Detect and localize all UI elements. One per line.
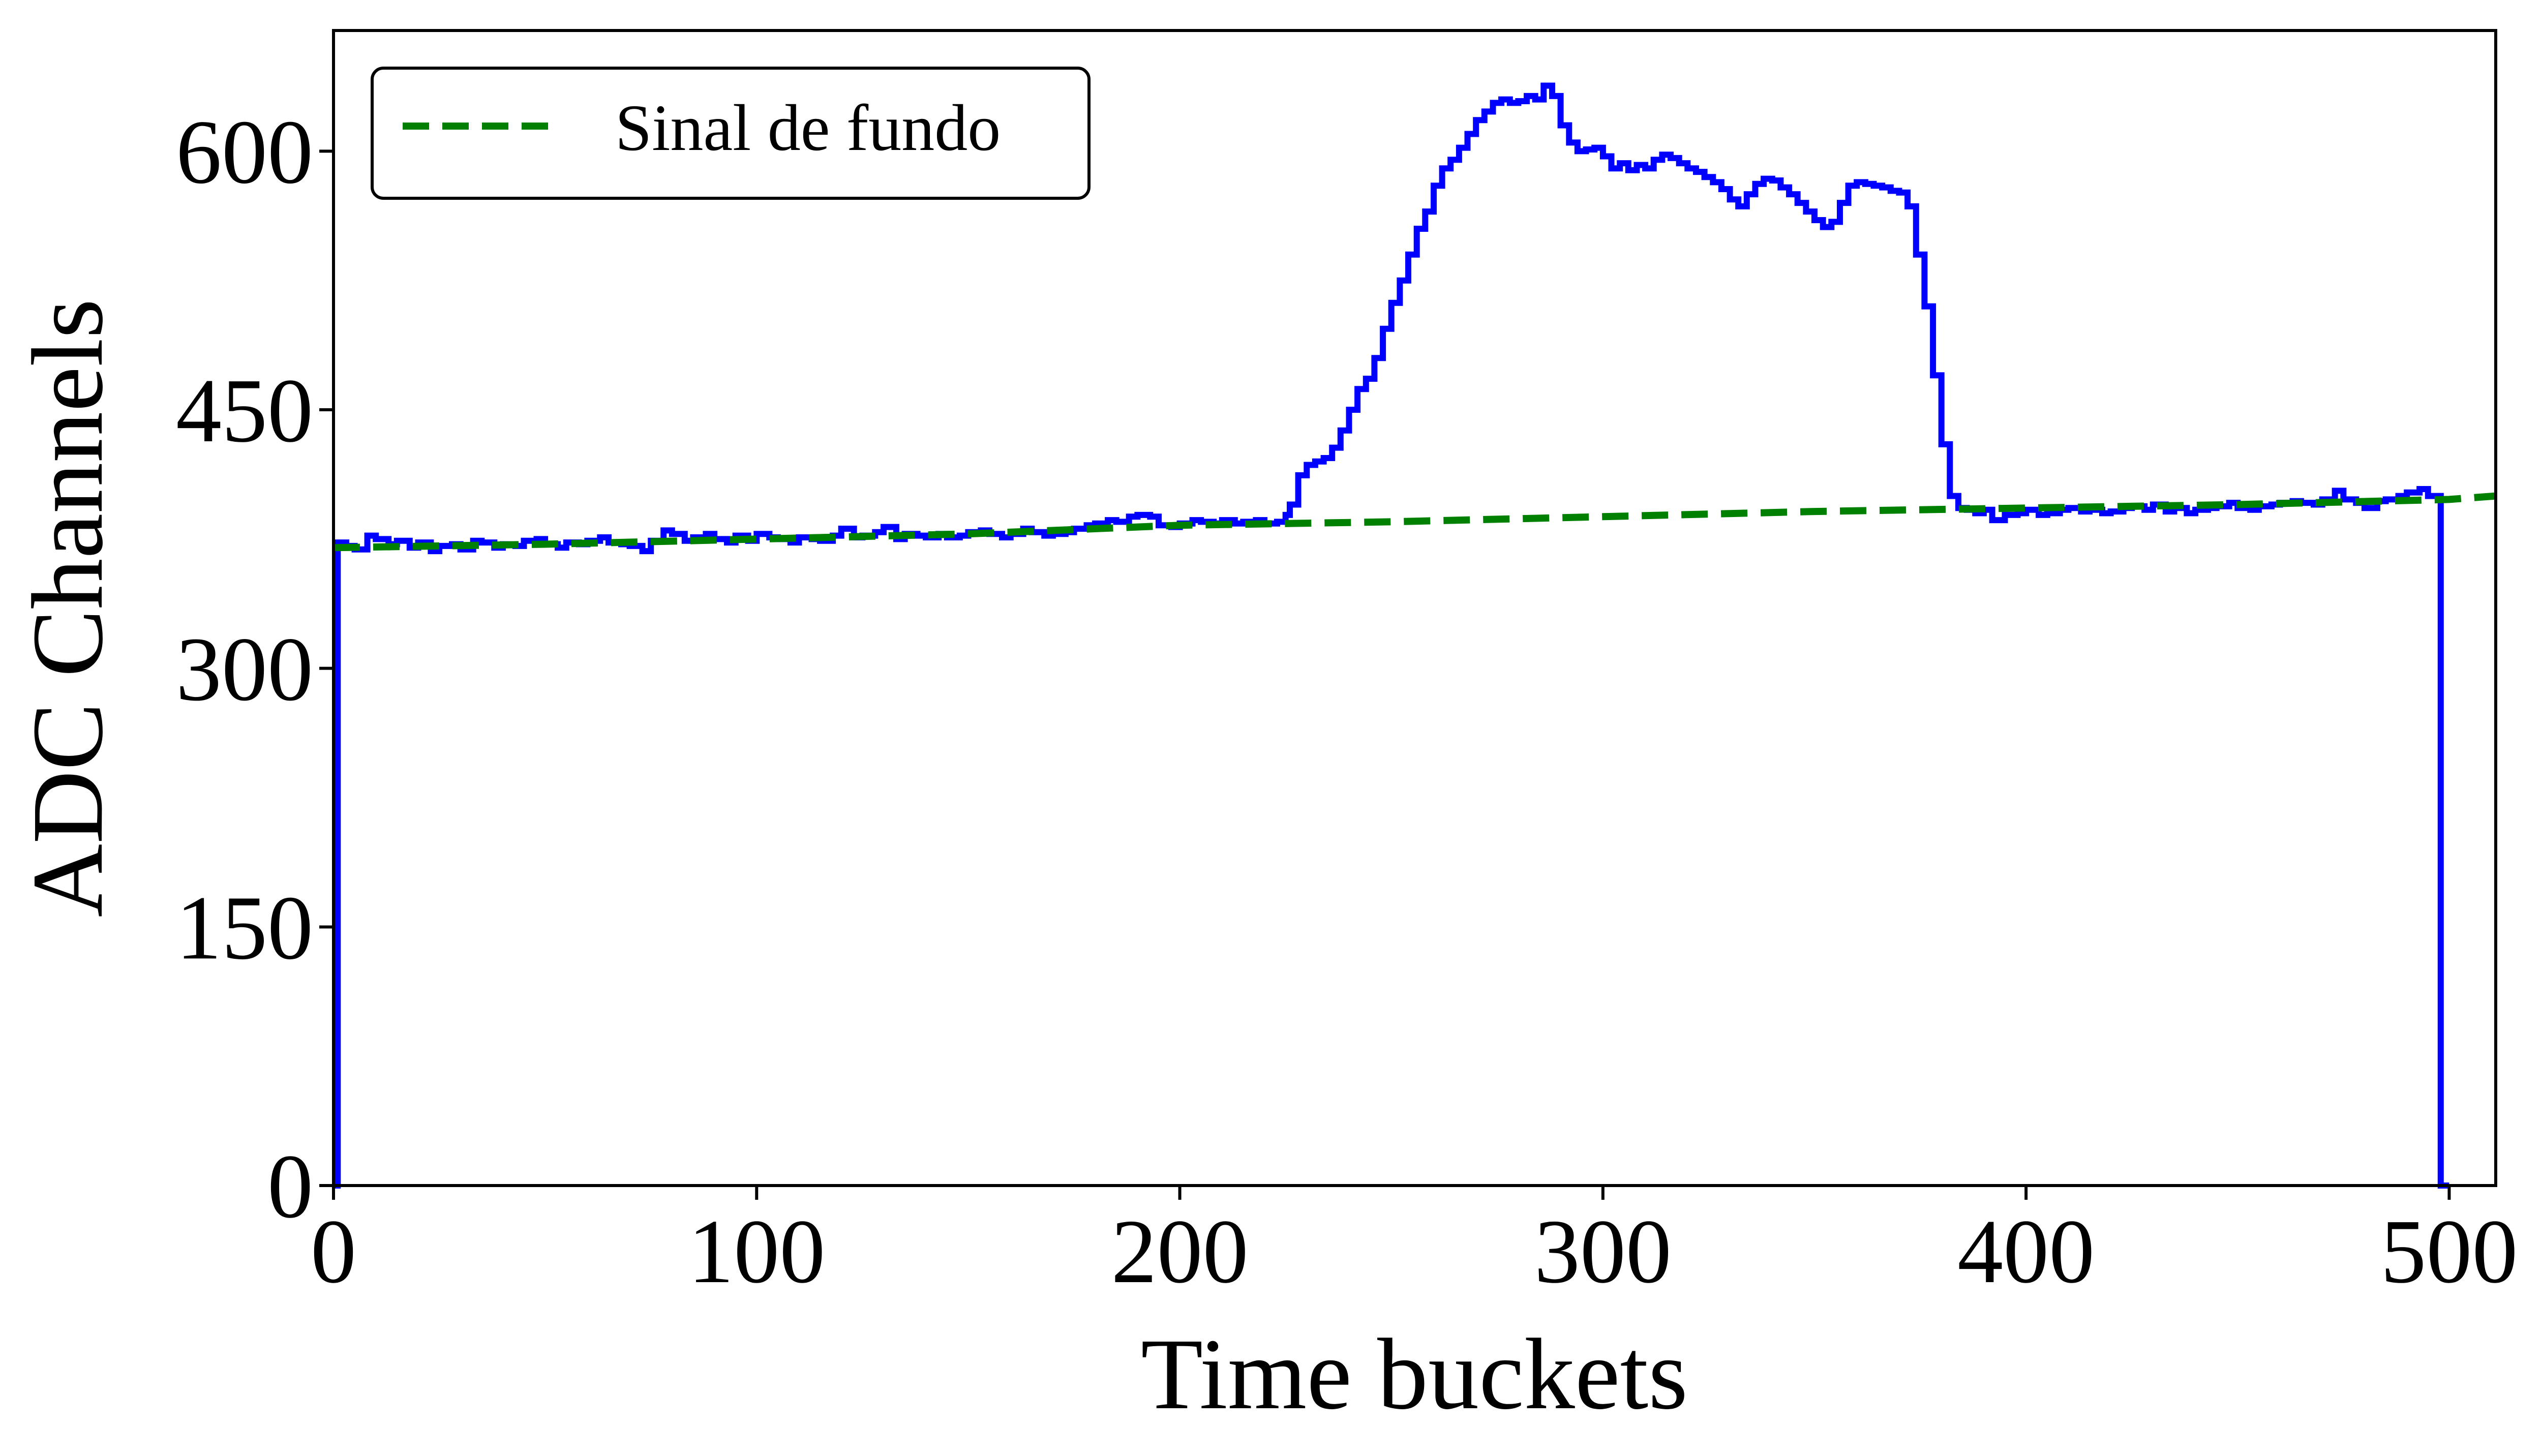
y-tick-label: 0 — [267, 1136, 313, 1237]
y-tick-label: 150 — [176, 877, 313, 978]
series-line-adc-signal — [334, 82, 2449, 1189]
x-axis-title: Time buckets — [1141, 1318, 1688, 1431]
x-tick-label: 100 — [688, 1201, 825, 1302]
axis-ticks: 0 100 200 300 400 500 0 150 300 450 600 — [176, 101, 2518, 1302]
y-tick-label: 450 — [176, 360, 313, 461]
x-tick-label: 400 — [1957, 1201, 2095, 1302]
x-tick-label: 200 — [1111, 1201, 1249, 1302]
x-tick-label: 300 — [1534, 1201, 1672, 1302]
plot-frame — [332, 29, 2497, 1187]
legend: Sinal de fundo — [371, 67, 1091, 200]
y-tick-label: 600 — [176, 101, 313, 202]
y-tick-label: 300 — [176, 619, 313, 720]
legend-box — [371, 67, 1091, 200]
series-line-sinal-de-fundo — [333, 492, 2496, 552]
legend-label-background: Sinal de fundo — [615, 92, 1001, 165]
plot-content — [333, 82, 2496, 1189]
y-axis-title: ADC Channels — [12, 299, 124, 918]
x-tick-label: 500 — [2380, 1201, 2518, 1302]
x-tick-label: 0 — [311, 1201, 356, 1302]
